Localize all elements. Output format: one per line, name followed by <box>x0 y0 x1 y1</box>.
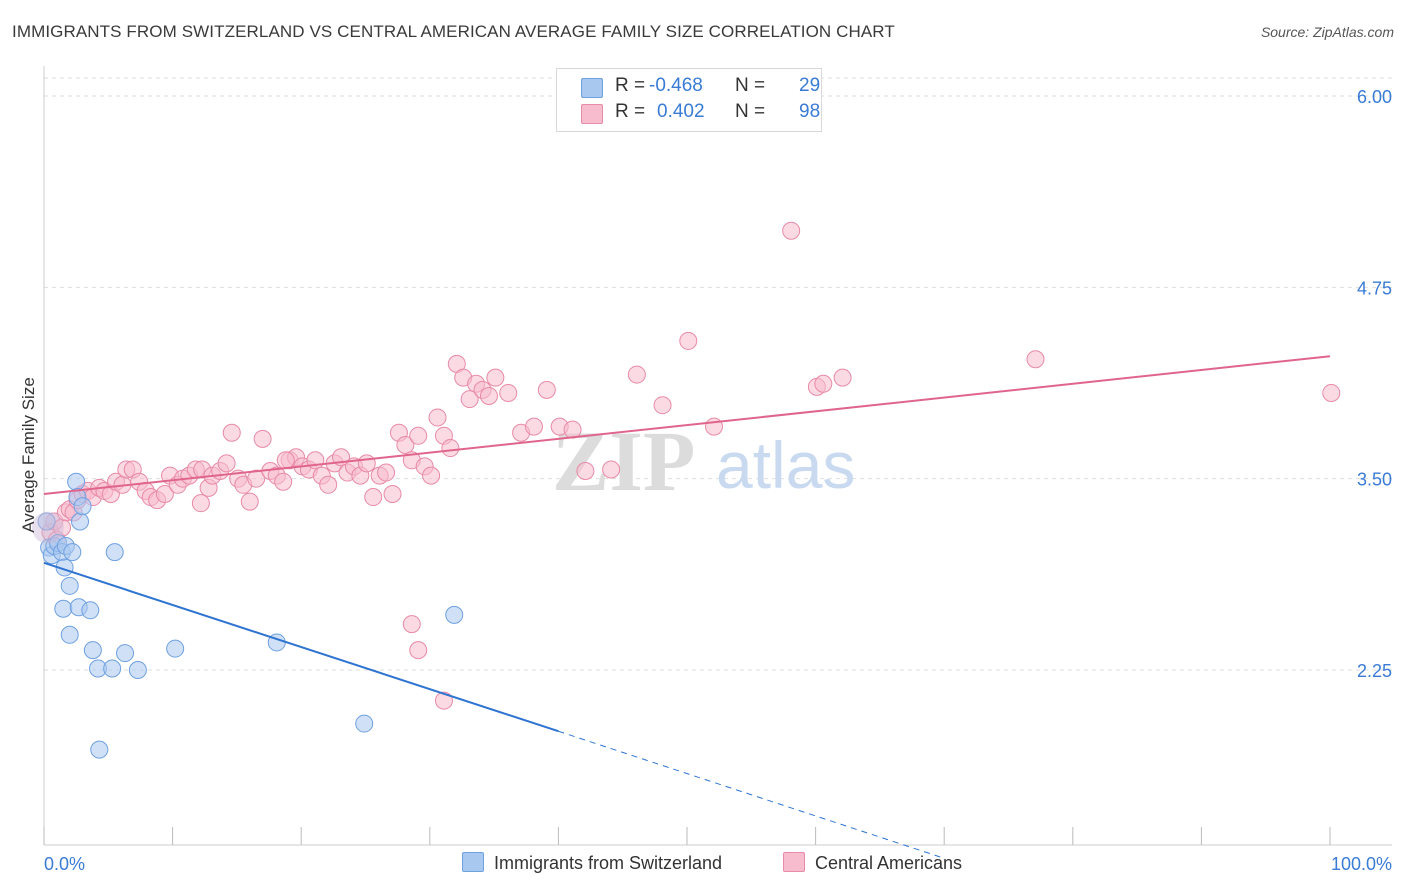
point-central-americans <box>679 331 698 350</box>
point-switzerland <box>60 576 79 595</box>
point-central-americans <box>602 460 621 479</box>
point-switzerland <box>71 512 90 531</box>
point-central-americans <box>460 390 479 409</box>
bottom-legend-swatch-switzerland <box>462 852 484 872</box>
point-switzerland <box>73 497 92 516</box>
point-central-americans <box>428 408 447 427</box>
point-switzerland <box>90 740 109 759</box>
watermark-atlas: atlas <box>716 428 855 502</box>
bottom-legend-swatch-central-americans <box>783 852 805 872</box>
trend-line-central-americans <box>43 355 1331 495</box>
legend-r-value-central-americans: 0.402 <box>657 101 705 122</box>
x-tick-label: 0.0% <box>44 854 85 874</box>
point-central-americans <box>814 374 833 393</box>
point-central-americans <box>1322 383 1341 402</box>
bottom-legend-label-switzerland: Immigrants from Switzerland <box>494 853 723 873</box>
point-central-americans <box>782 221 801 240</box>
point-cluster <box>31 511 64 544</box>
point-central-americans <box>479 387 498 406</box>
point-central-americans <box>486 368 505 387</box>
point-central-americans <box>627 365 646 384</box>
legend-n-label: N = <box>735 101 766 122</box>
point-switzerland <box>116 644 135 663</box>
point-switzerland <box>103 659 122 678</box>
point-central-americans <box>276 451 295 470</box>
y-tick-label: 2.25 <box>1357 661 1392 681</box>
point-central-americans <box>383 484 402 503</box>
y-tick-label: 4.75 <box>1357 278 1392 298</box>
point-central-americans <box>402 615 421 634</box>
series-immigrants-switzerland <box>31 472 464 759</box>
point-central-americans <box>409 426 428 445</box>
point-switzerland <box>166 639 185 658</box>
legend-r-label: R = <box>615 101 646 122</box>
series-central-americans <box>41 221 1341 710</box>
point-central-americans <box>319 475 338 494</box>
point-central-americans <box>434 691 453 710</box>
point-central-americans <box>155 484 174 503</box>
trend-lines <box>43 355 1331 859</box>
legend-swatch-central-americans <box>581 104 603 124</box>
bottom-legend-central-americans: Central Americans <box>783 852 962 874</box>
point-central-americans <box>222 423 241 442</box>
point-switzerland <box>105 543 124 562</box>
trend-line-switzerland-extension <box>558 730 945 859</box>
point-central-americans <box>576 462 595 481</box>
correlation-legend: R = -0.468 N = 29 R = 0.402 N = 98 <box>556 68 822 132</box>
point-central-americans <box>537 380 556 399</box>
point-switzerland <box>83 641 102 660</box>
trend-line-switzerland <box>43 561 559 733</box>
x-tick-label: 100.0% <box>1331 854 1392 874</box>
point-central-americans <box>396 435 415 454</box>
point-central-americans <box>653 396 672 415</box>
legend-n-value-central-americans: 98 <box>799 101 821 122</box>
point-switzerland <box>37 512 56 531</box>
grid-lines <box>44 77 1392 671</box>
legend-swatch-switzerland <box>581 78 603 98</box>
point-switzerland <box>60 625 79 644</box>
point-central-americans <box>499 383 518 402</box>
point-switzerland <box>81 601 100 620</box>
point-central-americans <box>253 429 272 448</box>
point-switzerland <box>67 472 86 491</box>
point-switzerland <box>63 543 82 562</box>
point-central-americans <box>240 492 259 511</box>
y-tick-label: 6.00 <box>1357 87 1392 107</box>
point-switzerland <box>128 661 147 679</box>
point-switzerland <box>355 714 374 733</box>
point-central-americans <box>441 439 460 458</box>
point-central-americans <box>563 420 582 439</box>
point-central-americans <box>274 472 293 491</box>
point-central-americans <box>833 368 852 387</box>
y-axis-label: Average Family Size <box>19 377 38 533</box>
point-central-americans <box>524 417 543 436</box>
bottom-legend-label-central-americans: Central Americans <box>815 853 963 873</box>
legend-n-value-switzerland: 29 <box>799 75 821 96</box>
point-switzerland <box>445 605 464 624</box>
legend-r-value-switzerland: -0.468 <box>649 75 703 96</box>
point-central-americans <box>191 494 210 513</box>
point-central-americans <box>1026 350 1045 369</box>
tick-labels: 2.25 3.50 4.75 6.00 0.0% 100.0% <box>44 87 1392 874</box>
point-central-americans <box>422 466 441 485</box>
point-switzerland <box>54 599 73 618</box>
y-tick-label: 3.50 <box>1357 470 1392 490</box>
watermark: ZIP atlas <box>552 413 855 509</box>
legend-r-label: R = <box>615 75 646 96</box>
legend-n-label: N = <box>735 75 766 96</box>
point-central-americans <box>217 454 236 473</box>
bottom-legend-switzerland: Immigrants from Switzerland <box>462 852 722 874</box>
point-central-americans <box>247 469 266 488</box>
axes <box>43 66 1392 846</box>
point-central-americans <box>364 488 383 507</box>
point-central-americans <box>377 463 396 482</box>
source-label: Source: ZipAtlas.com <box>1260 24 1394 40</box>
chart-title: IMMIGRANTS FROM SWITZERLAND VS CENTRAL A… <box>12 22 895 41</box>
point-central-americans <box>357 454 376 473</box>
point-central-americans <box>409 641 428 660</box>
